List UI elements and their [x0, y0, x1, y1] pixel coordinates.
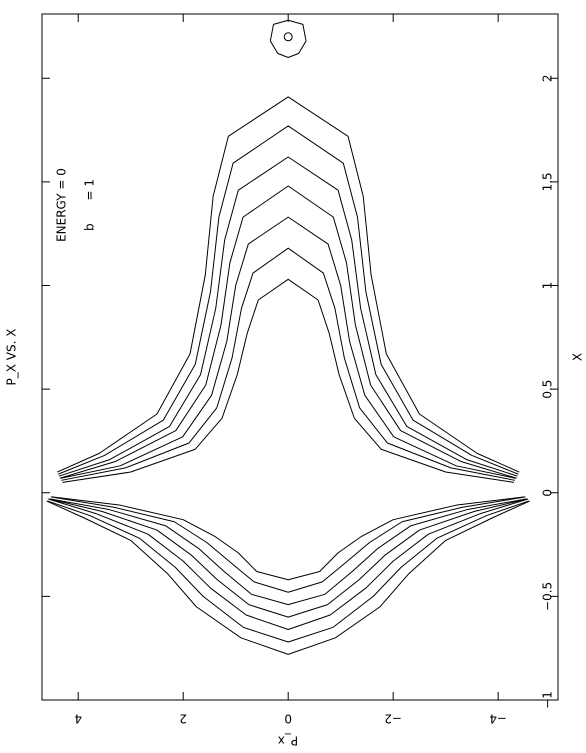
y-tick-label: −2 — [384, 712, 402, 726]
contour-line — [50, 496, 526, 593]
x-tick-label: −0.5 — [541, 582, 555, 611]
contour-line — [58, 156, 518, 477]
contour-line — [49, 498, 528, 618]
contour-line — [269, 19, 307, 59]
x-tick-label: 0 — [541, 489, 555, 497]
y-tick-label: −4 — [489, 712, 507, 726]
annotation: b = 1 — [83, 179, 97, 231]
curves — [46, 19, 530, 655]
contour-line — [62, 278, 514, 483]
y-tick-label: 4 — [74, 712, 82, 726]
contour-line — [51, 496, 525, 581]
contour-line — [46, 500, 530, 655]
plot-frame — [41, 13, 559, 701]
x-tick-label: 1.5 — [541, 172, 555, 191]
contour-line — [61, 247, 516, 481]
chart-title: P_X VS. X — [5, 329, 19, 386]
y-axis-label: P_x — [278, 734, 298, 748]
contour-line — [57, 96, 520, 473]
contour-line — [50, 498, 527, 606]
contour-line — [47, 500, 529, 643]
x-tick-label: 1 — [541, 282, 555, 290]
contour-line — [58, 125, 519, 475]
x-tick-label: 0.5 — [541, 380, 555, 399]
annotation: ENERGY = 0 — [55, 168, 69, 242]
y-tick-label: 0 — [284, 712, 292, 726]
contour-line — [59, 185, 517, 479]
y-tick-label: 2 — [179, 712, 187, 726]
x-axis-label: X — [571, 353, 585, 361]
x-tick-label: −1 — [541, 691, 555, 709]
marker — [283, 32, 293, 42]
x-tick-label: 2 — [541, 74, 555, 82]
contour-line — [48, 498, 529, 631]
contour-line — [60, 216, 516, 479]
